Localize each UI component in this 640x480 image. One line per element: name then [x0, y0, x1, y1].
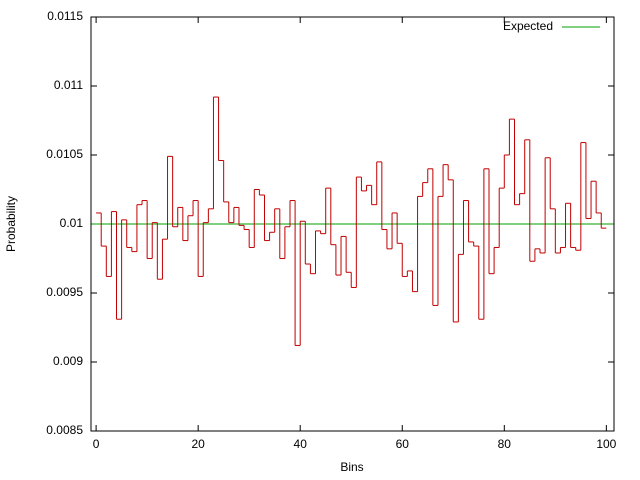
- x-tick-label: 80: [498, 437, 512, 451]
- y-tick-label: 0.0105: [46, 147, 83, 161]
- y-tick-label: 0.009: [53, 354, 83, 368]
- y-tick-label: 0.0085: [46, 423, 83, 437]
- x-tick-label: 0: [93, 437, 100, 451]
- y-axis-label: Probability: [4, 196, 18, 252]
- y-tick-label: 0.0115: [47, 9, 83, 23]
- legend-label: Expected: [503, 19, 553, 33]
- x-tick-label: 20: [191, 437, 205, 451]
- x-tick-label: 40: [294, 437, 308, 451]
- x-tick-label: 100: [596, 437, 616, 451]
- y-tick-label: 0.011: [54, 78, 83, 92]
- x-tick-label: 60: [396, 437, 410, 451]
- plot-frame: [90, 16, 615, 432]
- y-tick-label: 0.0095: [46, 285, 83, 299]
- x-axis-label: Bins: [340, 460, 363, 474]
- y-tick-label: 0.01: [60, 216, 84, 230]
